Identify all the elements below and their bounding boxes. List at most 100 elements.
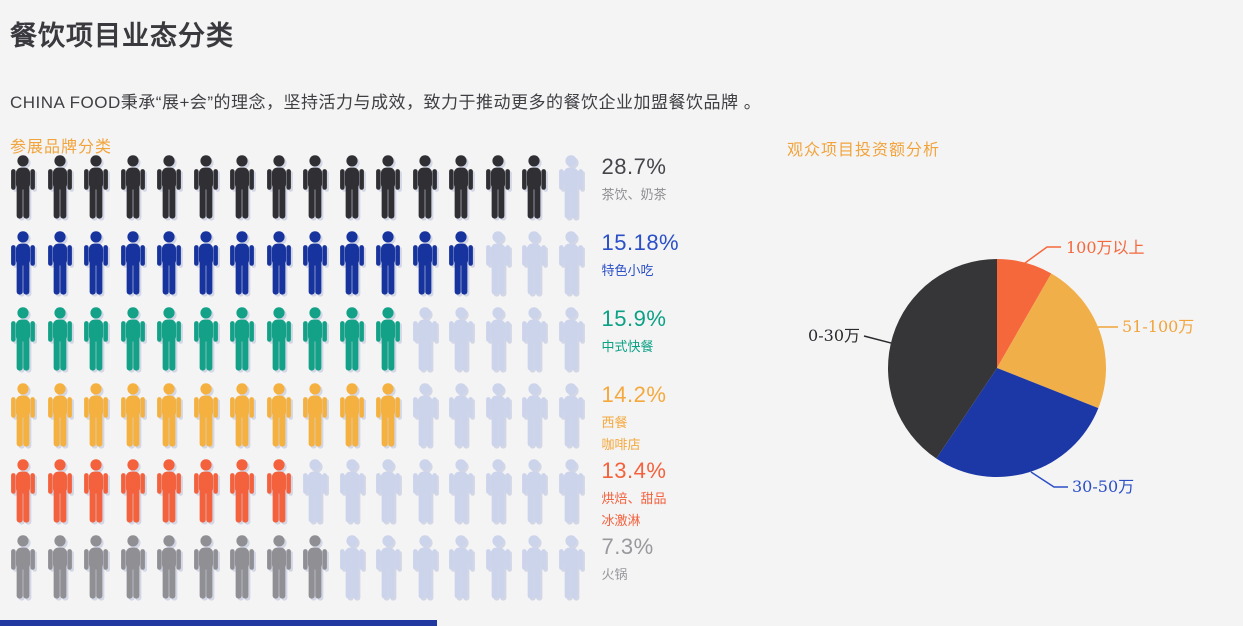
pie-slice xyxy=(997,273,1107,409)
person-icon xyxy=(337,231,367,297)
person-icon xyxy=(446,155,476,221)
person-icon xyxy=(118,155,148,221)
person-icon xyxy=(191,155,221,221)
person-icon xyxy=(264,459,294,525)
person-icon xyxy=(519,383,549,449)
person-icon xyxy=(373,535,403,601)
person-icon xyxy=(373,231,403,297)
pictograph-category-line: 冰激淋 xyxy=(601,513,641,529)
pictograph-value: 13.4% xyxy=(601,458,667,483)
person-icon xyxy=(118,307,148,373)
pictograph-category: 烘焙、甜品 冰激淋 xyxy=(602,488,772,532)
pictograph-category-line: 中式快餐 xyxy=(601,339,654,354)
person-icon xyxy=(191,307,221,373)
person-icon xyxy=(118,231,148,297)
pictograph-category: 西餐 咖啡店 xyxy=(602,412,772,456)
person-icon xyxy=(81,383,111,449)
person-icon xyxy=(337,535,367,601)
person-icon xyxy=(410,383,440,449)
person-icon xyxy=(118,535,148,601)
pie-section-title: 观众项目投资额分析 xyxy=(787,142,941,159)
person-icon xyxy=(81,535,111,601)
pie-chart: 100万以上 51-100万 30-50万 0-30万 xyxy=(780,228,1243,513)
person-icon xyxy=(154,383,184,449)
pie-slice-label: 30-50万 xyxy=(1072,477,1134,496)
person-icon xyxy=(8,383,38,449)
person-icon xyxy=(410,459,440,525)
person-icon xyxy=(446,383,476,449)
person-icon xyxy=(446,231,476,297)
person-icon xyxy=(154,155,184,221)
person-icon xyxy=(556,231,586,297)
person-icon xyxy=(337,155,367,221)
person-icon xyxy=(446,535,476,601)
pictograph-icons xyxy=(8,155,586,221)
person-icon xyxy=(45,231,75,297)
person-icon xyxy=(410,155,440,221)
person-icon xyxy=(410,231,440,297)
pie-label-leader-line xyxy=(1030,471,1068,488)
page-subtitle: CHINA FOOD秉承“展+会”的理念，坚持活力与成效，致力于推动更多的餐饮企… xyxy=(10,93,762,112)
pictograph-icons xyxy=(8,307,586,373)
pictograph-row: 13.4% 烘焙、甜品冰激淋 xyxy=(8,459,772,528)
person-icon xyxy=(410,307,440,373)
pictograph-icons xyxy=(8,383,586,449)
person-icon xyxy=(227,535,257,601)
pictograph-category-line: 西餐 xyxy=(601,415,628,430)
person-icon xyxy=(556,383,586,449)
person-icon xyxy=(519,231,549,297)
pictograph-value: 28.7% xyxy=(601,154,667,179)
pictograph-icons xyxy=(8,535,586,601)
person-icon xyxy=(483,307,513,373)
pictograph-icons xyxy=(8,231,586,297)
pie-slice-label: 100万以上 xyxy=(1066,238,1145,257)
pictograph-row-label: 14.2% 西餐 咖啡店 xyxy=(602,384,772,456)
pictograph-category-line: 咖啡店 xyxy=(601,437,641,453)
pictograph-chart: 28.7% 茶饮、奶茶 15.18% 特色小吃 15.9% 中式快餐 14.2% 西餐 咖啡店 1… xyxy=(8,155,772,601)
pie-slice-label: 51-100万 xyxy=(1122,317,1194,336)
person-icon xyxy=(191,459,221,525)
person-icon xyxy=(556,155,586,221)
pie-slice-label: 0-30万 xyxy=(808,326,860,345)
person-icon xyxy=(556,307,586,373)
person-icon xyxy=(227,155,257,221)
person-icon xyxy=(8,535,38,601)
person-icon xyxy=(410,535,440,601)
person-icon xyxy=(337,459,367,525)
person-icon xyxy=(154,307,184,373)
person-icon xyxy=(45,383,75,449)
person-icon xyxy=(81,307,111,373)
pictograph-section-title: 参展品牌分类 xyxy=(10,139,113,156)
person-icon xyxy=(300,307,330,373)
person-icon xyxy=(519,307,549,373)
pictograph-value: 15.18% xyxy=(601,230,680,255)
pictograph-value: 15.9% xyxy=(601,306,667,331)
person-icon xyxy=(191,383,221,449)
pie-slice xyxy=(997,259,1052,368)
page-title: 餐饮项目业态分类 xyxy=(10,21,234,51)
person-icon xyxy=(483,383,513,449)
person-icon xyxy=(300,459,330,525)
person-icon xyxy=(373,383,403,449)
person-icon xyxy=(556,459,586,525)
person-icon xyxy=(300,383,330,449)
person-icon xyxy=(191,535,221,601)
pictograph-row: 7.3% 火锅 xyxy=(8,535,772,601)
person-icon xyxy=(483,155,513,221)
pictograph-row: 15.9% 中式快餐 xyxy=(8,307,772,373)
person-icon xyxy=(264,383,294,449)
person-icon xyxy=(81,231,111,297)
pictograph-row-label: 28.7% 茶饮、奶茶 xyxy=(602,156,772,206)
person-icon xyxy=(519,155,549,221)
pictograph-category-line: 烘焙、甜品 xyxy=(601,491,667,506)
pictograph-row-label: 13.4% 烘焙、甜品冰激淋 xyxy=(602,460,772,532)
pie-slice xyxy=(888,259,997,459)
person-icon xyxy=(154,231,184,297)
person-icon xyxy=(81,155,111,221)
person-icon xyxy=(300,155,330,221)
person-icon xyxy=(264,535,294,601)
person-icon xyxy=(45,155,75,221)
person-icon xyxy=(8,155,38,221)
person-icon xyxy=(264,231,294,297)
person-icon xyxy=(337,383,367,449)
